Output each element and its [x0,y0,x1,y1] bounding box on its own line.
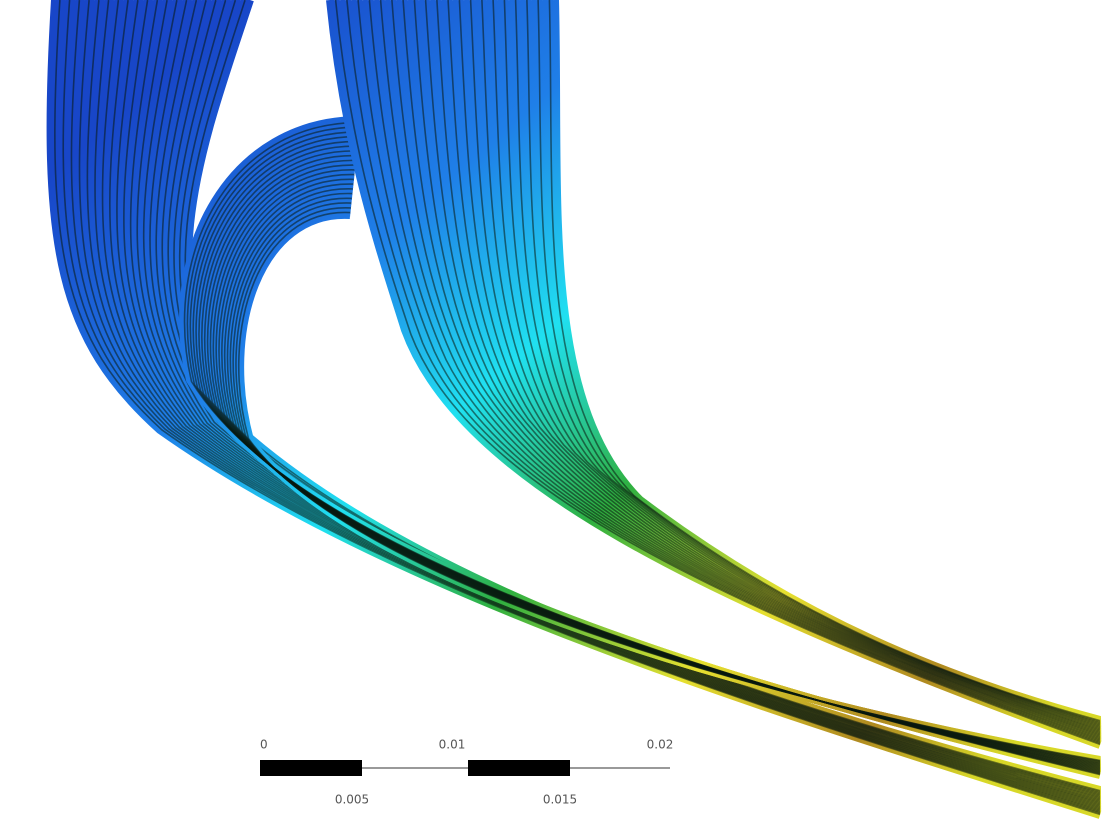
scale-label: 0.015 [543,793,577,807]
streamline-view: 0 0.01 0.02 0.005 0.015 [0,0,1108,821]
scale-label: 0 [260,738,268,752]
streamline [549,0,1100,721]
streamline [555,0,1100,720]
streamline [188,0,1100,790]
scale-segment [260,760,362,776]
streamline [185,0,1100,791]
streamlines [51,0,1100,815]
scale-label: 0.01 [439,738,466,752]
page: 0 0.01 0.02 0.005 0.015 (() => { const d… [0,0,1108,821]
streamline [185,0,1100,791]
scale-segment [468,760,570,776]
scale-label: 0.02 [647,738,674,752]
scale-bar: 0 0.01 0.02 0.005 0.015 [260,738,673,807]
scale-label: 0.005 [335,793,369,807]
